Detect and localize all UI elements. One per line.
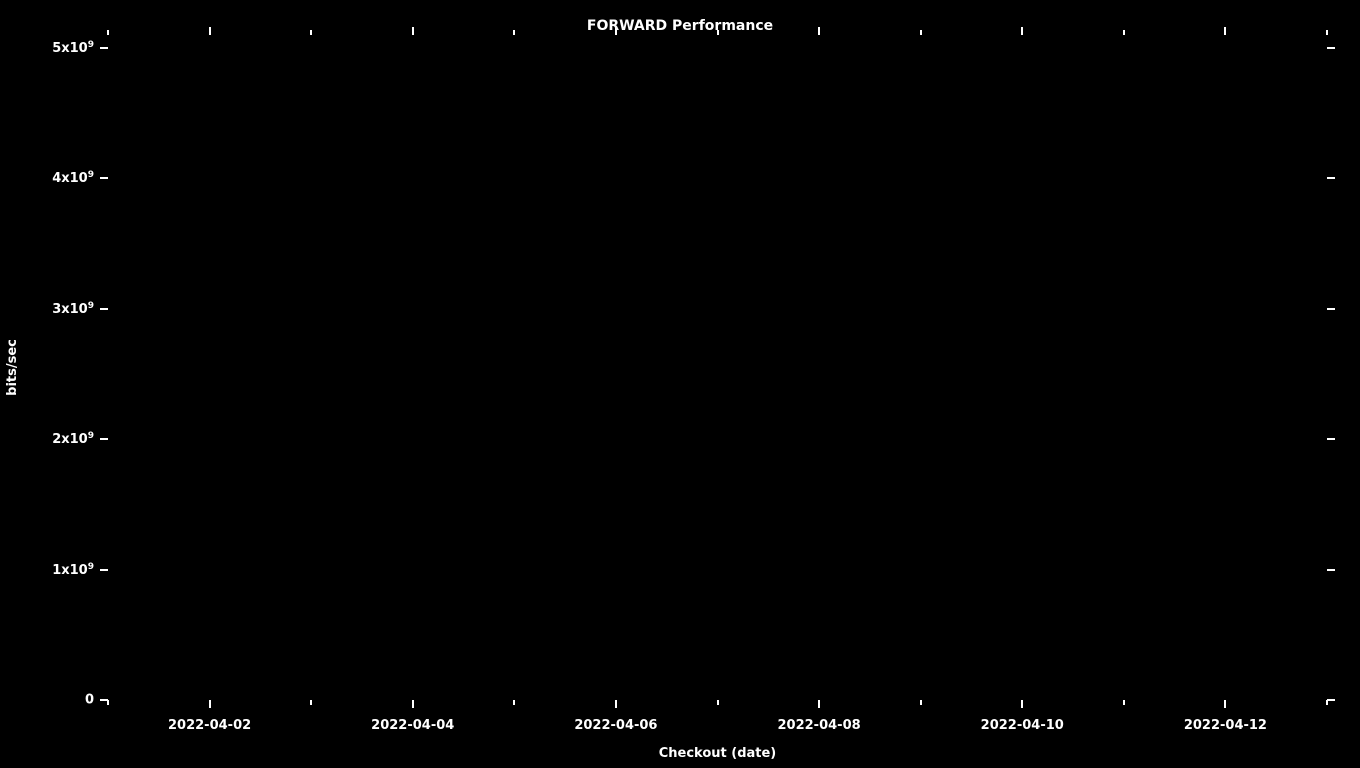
y-axis-label: bits/sec <box>5 339 20 396</box>
x-tick-label: 2022-04-04 <box>371 718 454 733</box>
x-tick <box>209 700 211 708</box>
y-tick <box>100 47 108 49</box>
y-tick-label: 2x109 <box>52 431 94 447</box>
x-tick <box>412 700 414 708</box>
x-tick <box>513 30 515 35</box>
x-tick <box>615 27 617 35</box>
y-tick <box>100 308 108 310</box>
x-tick-label: 2022-04-02 <box>168 718 251 733</box>
x-tick <box>209 27 211 35</box>
y-tick <box>1327 569 1335 571</box>
x-tick <box>1021 27 1023 35</box>
x-tick <box>920 700 922 705</box>
y-tick <box>100 438 108 440</box>
chart-container: FORWARD Performance bits/sec Checkout (d… <box>0 0 1360 768</box>
x-tick <box>1326 700 1328 705</box>
x-tick <box>107 700 109 705</box>
y-tick-label: 3x109 <box>52 301 94 317</box>
x-tick <box>310 700 312 705</box>
y-tick-label: 5x109 <box>52 40 94 56</box>
x-tick-label: 2022-04-12 <box>1184 718 1267 733</box>
y-tick <box>1327 699 1335 701</box>
x-axis-label: Checkout (date) <box>108 746 1327 761</box>
x-tick <box>1123 700 1125 705</box>
y-tick <box>100 177 108 179</box>
plot-area <box>108 35 1327 700</box>
y-tick <box>1327 438 1335 440</box>
y-tick <box>1327 308 1335 310</box>
y-tick <box>1327 177 1335 179</box>
x-tick <box>818 27 820 35</box>
y-tick-label: 1x109 <box>52 561 94 577</box>
x-tick <box>818 700 820 708</box>
chart-title: FORWARD Performance <box>0 18 1360 34</box>
x-tick <box>1224 700 1226 708</box>
x-tick <box>717 30 719 35</box>
x-tick-label: 2022-04-08 <box>778 718 861 733</box>
y-tick-label: 0 <box>85 693 94 708</box>
x-tick <box>310 30 312 35</box>
y-tick <box>1327 47 1335 49</box>
x-tick <box>920 30 922 35</box>
x-tick <box>1021 700 1023 708</box>
x-tick <box>1123 30 1125 35</box>
y-tick <box>100 569 108 571</box>
x-tick <box>412 27 414 35</box>
x-tick <box>107 30 109 35</box>
y-tick-label: 4x109 <box>52 170 94 186</box>
x-tick <box>1326 30 1328 35</box>
x-tick <box>717 700 719 705</box>
x-tick-label: 2022-04-10 <box>981 718 1064 733</box>
x-tick <box>1224 27 1226 35</box>
x-tick <box>513 700 515 705</box>
x-tick <box>615 700 617 708</box>
x-tick-label: 2022-04-06 <box>574 718 657 733</box>
y-axis-label-container: bits/sec <box>0 35 24 700</box>
